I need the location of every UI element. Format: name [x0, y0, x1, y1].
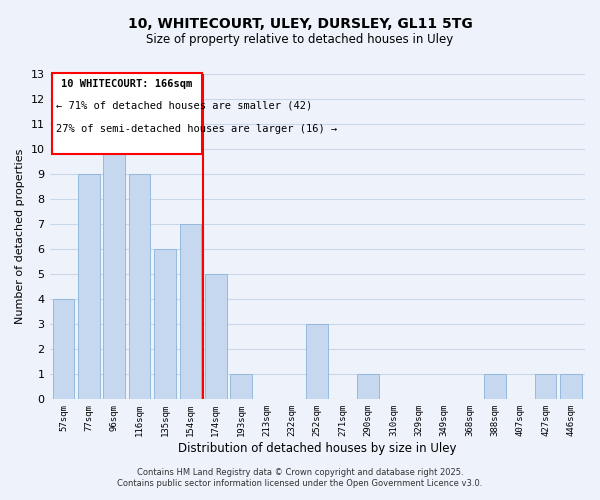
Text: Size of property relative to detached houses in Uley: Size of property relative to detached ho…	[146, 32, 454, 46]
Text: ← 71% of detached houses are smaller (42): ← 71% of detached houses are smaller (42…	[56, 100, 312, 110]
Y-axis label: Number of detached properties: Number of detached properties	[15, 149, 25, 324]
Bar	[357, 374, 379, 400]
Bar	[484, 374, 506, 400]
Bar	[205, 274, 227, 400]
Bar	[154, 249, 176, 400]
FancyBboxPatch shape	[52, 72, 202, 154]
Text: Contains HM Land Registry data © Crown copyright and database right 2025.
Contai: Contains HM Land Registry data © Crown c…	[118, 468, 482, 487]
Bar	[179, 224, 201, 400]
Bar	[230, 374, 252, 400]
Bar	[307, 324, 328, 400]
Bar	[78, 174, 100, 400]
Bar	[560, 374, 582, 400]
X-axis label: Distribution of detached houses by size in Uley: Distribution of detached houses by size …	[178, 442, 457, 455]
Bar	[129, 174, 151, 400]
Text: 10 WHITECOURT: 166sqm: 10 WHITECOURT: 166sqm	[61, 79, 193, 89]
Bar	[53, 299, 74, 400]
Text: 27% of semi-detached houses are larger (16) →: 27% of semi-detached houses are larger (…	[56, 124, 337, 134]
Bar	[103, 124, 125, 400]
Text: 10, WHITECOURT, ULEY, DURSLEY, GL11 5TG: 10, WHITECOURT, ULEY, DURSLEY, GL11 5TG	[128, 18, 472, 32]
Bar	[535, 374, 556, 400]
